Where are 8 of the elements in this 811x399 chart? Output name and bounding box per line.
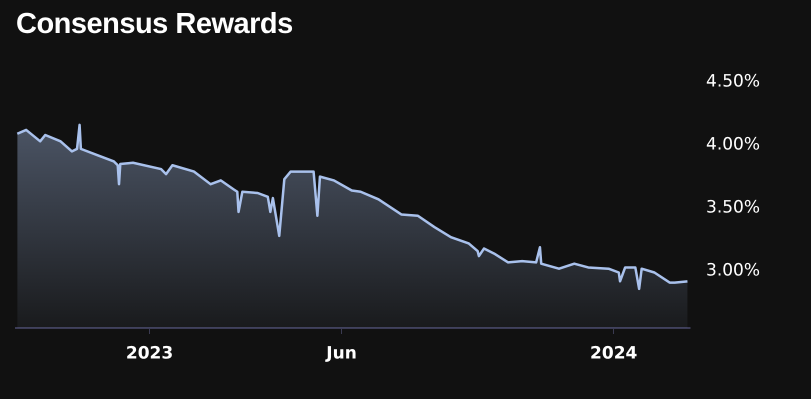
y-tick-label: 3.50% (706, 198, 760, 218)
y-tick-label: 4.50% (706, 71, 760, 92)
x-tick-label: Jun (325, 344, 357, 364)
y-tick-label: 4.00% (706, 134, 760, 154)
x-tick-label: 2024 (590, 344, 638, 364)
chart-title: Consensus Rewards (16, 8, 293, 41)
x-tick-label: 2023 (126, 344, 174, 364)
y-tick-label: 3.00% (706, 260, 760, 281)
